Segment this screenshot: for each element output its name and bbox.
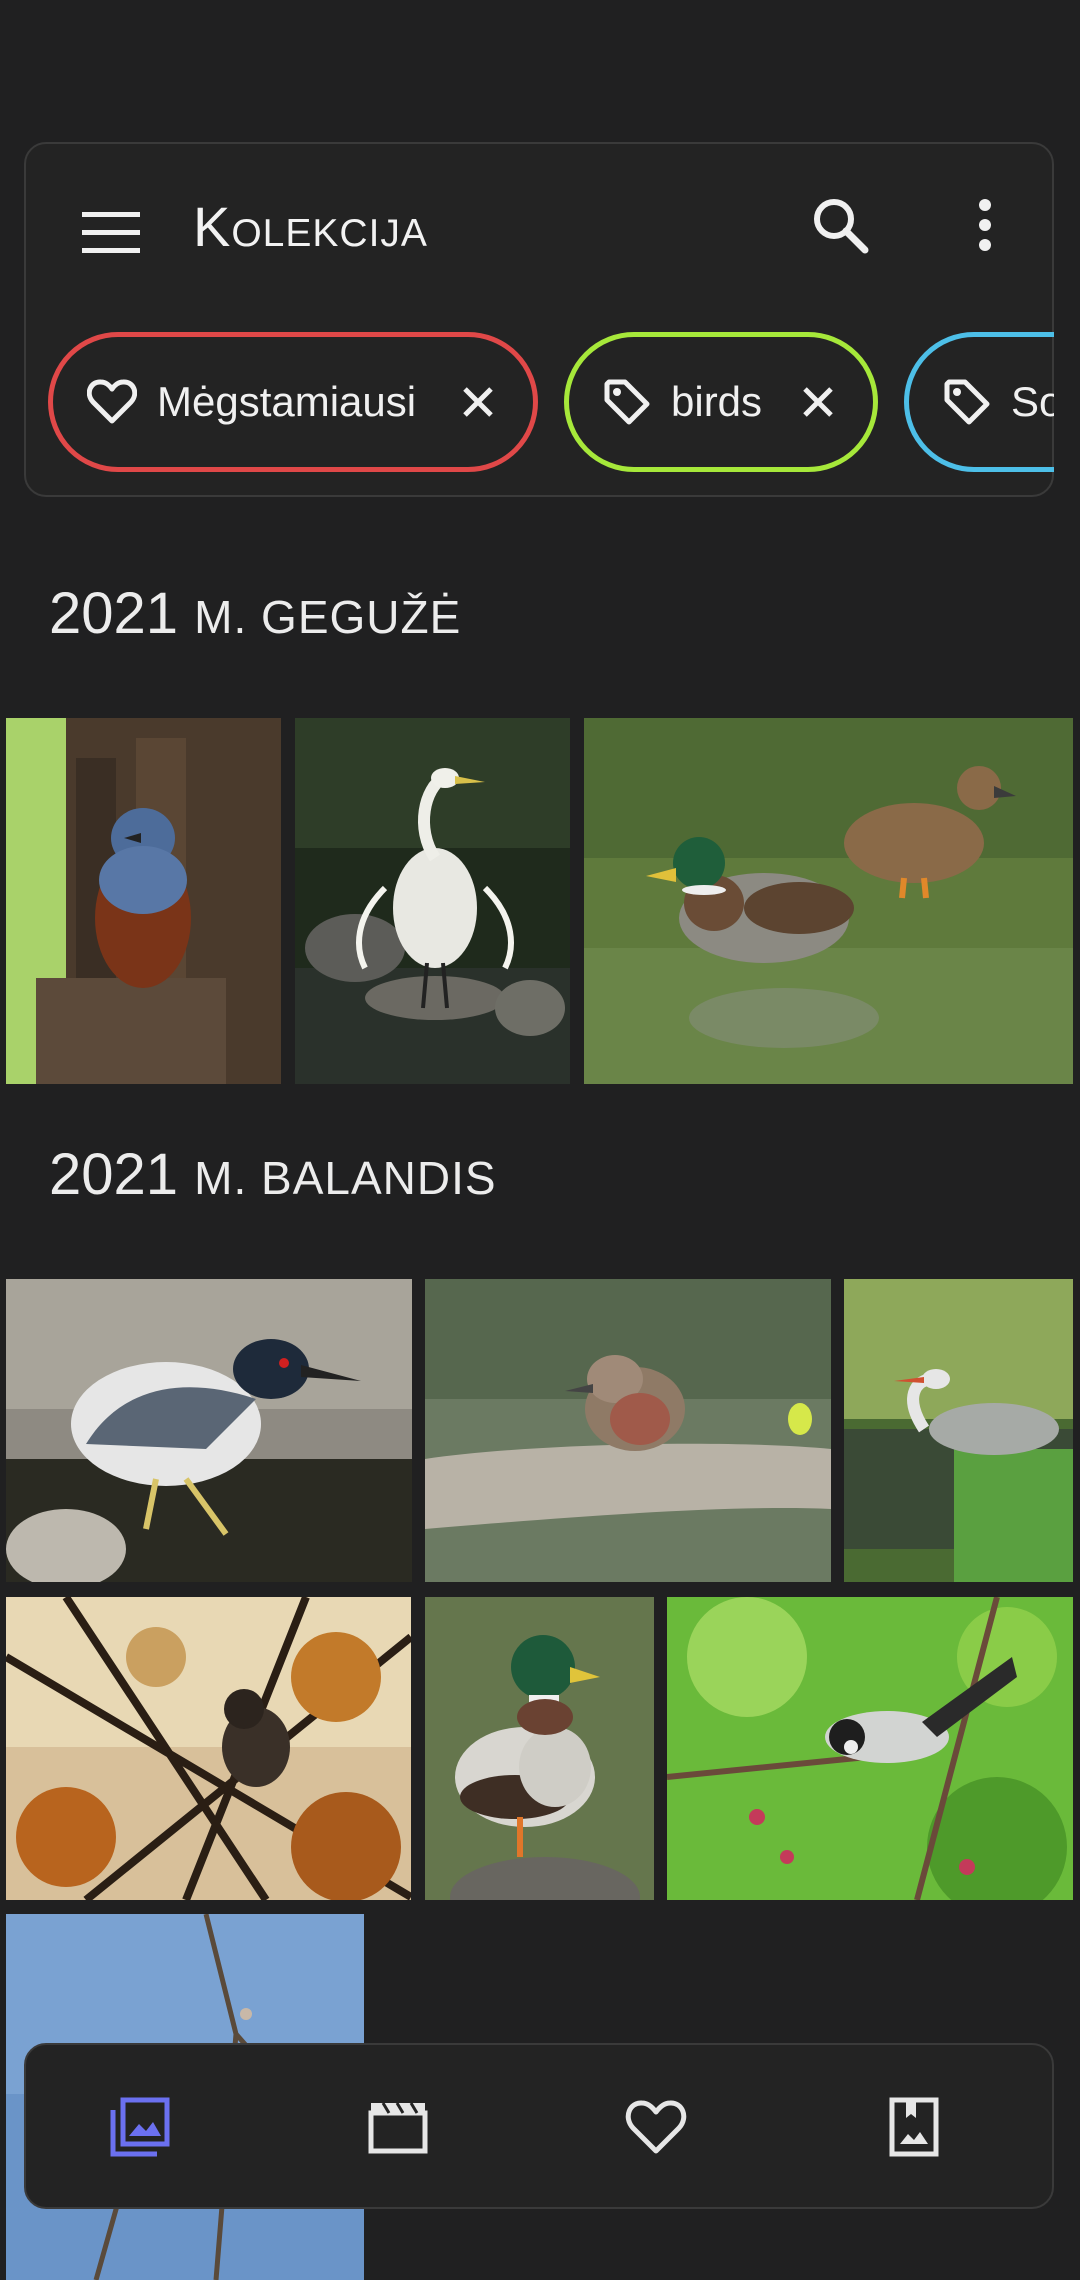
chip-label: Mėgstamiausi [157,378,417,425]
photo-bird-autumn-branches [6,1597,411,1900]
tag-outline-icon [604,379,650,425]
menu-button[interactable] [76,198,146,268]
search-button[interactable] [805,190,875,260]
tag-outline-icon [944,379,990,425]
photo-thumbnail[interactable] [667,1597,1073,1900]
photo-thumbnail[interactable] [584,718,1073,1084]
filter-chip-so[interactable]: So [904,332,1054,472]
photo-mallard-pair [584,718,1073,1084]
top-app-bar [24,142,1054,497]
heart-outline-icon [87,379,137,424]
photo-thumbnail[interactable] [6,718,281,1084]
page-title: Kolekcija [193,195,428,258]
photo-thumbnail[interactable] [295,718,570,1084]
nav-videos-button[interactable] [356,2085,440,2169]
photo-thumbnail[interactable] [844,1279,1073,1582]
heart-outline-icon [625,2100,687,2154]
photo-album-icon [889,2097,939,2157]
photo-thumbnail[interactable] [425,1597,654,1900]
photo-blue-rock-thrush [6,718,281,1084]
photo-library-icon [110,2097,170,2157]
photo-mallard-drake [425,1597,654,1900]
photo-great-egret [295,718,570,1084]
search-icon [814,199,869,254]
movie-icon [368,2102,428,2154]
chip-label: So [1011,378,1054,425]
nav-albums-button[interactable] [872,2085,956,2169]
nav-favorites-button[interactable] [614,2085,698,2169]
section-header-may: 2021 m. gegužė [49,581,462,646]
photo-thumbnail[interactable] [425,1279,831,1582]
close-icon [803,387,833,417]
menu-icon [82,212,140,253]
filter-chips: Mėgstamiausi birds So [48,332,1054,476]
more-options-button[interactable] [950,190,1020,260]
section-header-april: 2021 m. balandis [49,1142,497,1207]
photo-tit-cherry-blossoms [667,1597,1073,1900]
chip-label: birds [671,378,763,425]
photo-young-starling [425,1279,831,1582]
photo-night-heron [6,1279,412,1582]
filter-chip-favorites[interactable]: Mėgstamiausi [48,332,538,472]
remove-filter-button[interactable] [461,385,495,419]
bottom-navigation-bar [24,2043,1054,2209]
more-vert-icon [979,199,991,251]
photo-thumbnail[interactable] [6,1597,411,1900]
photo-thumbnail[interactable] [6,1279,412,1582]
nav-photos-button[interactable] [98,2085,182,2169]
filter-chip-birds[interactable]: birds [564,332,878,472]
remove-filter-button[interactable] [801,385,835,419]
close-icon [463,387,493,417]
photo-grey-heron [844,1279,1073,1582]
